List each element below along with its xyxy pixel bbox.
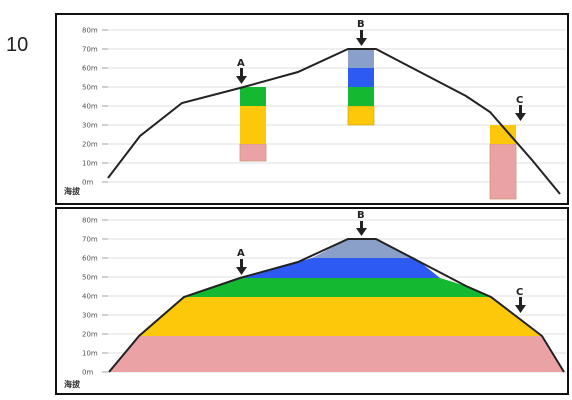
bottom-tick-labels: 80m 70m 60m 50m 40m 30m 20m 10m 0m	[82, 217, 98, 377]
bottom-label-c: C	[516, 287, 523, 298]
mountain-band-20-40	[139, 297, 542, 336]
column-b-band-60-70	[348, 49, 374, 68]
tick-label: 70m	[82, 46, 98, 54]
column-a-band-40-50	[240, 87, 266, 106]
tick-label: 40m	[82, 293, 98, 301]
tick-label: 70m	[82, 236, 98, 244]
column-b-band-50-60	[348, 68, 374, 87]
tick-label: 60m	[82, 255, 98, 263]
arrow-down-icon	[236, 267, 247, 275]
column-c-band-20-40	[490, 125, 516, 144]
bottom-marker-b: B	[356, 210, 367, 236]
tick-label: 20m	[82, 141, 98, 149]
column-b-band-40-50	[348, 87, 374, 106]
top-label-c: C	[516, 95, 523, 106]
tick-label: 80m	[82, 27, 98, 35]
tick-label: 60m	[82, 65, 98, 73]
arrow-down-icon	[236, 76, 247, 84]
arrow-down-icon	[356, 228, 367, 236]
tick-label: 0m	[82, 369, 93, 377]
tick-label: 0m	[82, 179, 93, 187]
mountain-band-40-50	[184, 278, 491, 297]
top-axis-name: 海拔	[64, 186, 81, 196]
bottom-label-a: A	[237, 248, 245, 259]
column-a	[239, 87, 267, 162]
top-label-b: B	[357, 19, 365, 30]
top-tick-labels: 80m 70m 60m 50m 40m 30m 20m 10m 0m	[82, 27, 98, 187]
arrow-down-icon	[356, 38, 367, 46]
tick-label: 50m	[82, 274, 98, 282]
bottom-axis-name: 海拔	[64, 379, 81, 389]
tick-label: 30m	[82, 312, 98, 320]
bottom-marker-a: A	[236, 248, 247, 275]
mountain-band-50-60	[240, 258, 440, 278]
tick-label: 80m	[82, 217, 98, 225]
column-b-band-20-40	[347, 105, 375, 126]
top-label-a: A	[237, 58, 245, 69]
tick-label: 10m	[82, 350, 98, 358]
panel-top: 80m 70m 60m 50m 40m 30m 20m 10m 0m 海拔 A B	[55, 13, 569, 205]
top-marker-c: C	[515, 95, 526, 121]
column-b	[347, 49, 375, 126]
mountain-band-60-70	[312, 239, 415, 258]
bottom-marker-c: C	[515, 287, 526, 313]
tick-label: 40m	[82, 103, 98, 111]
column-a-band-20-40	[240, 106, 266, 144]
arrow-down-icon	[515, 113, 526, 121]
tick-label: 10m	[82, 160, 98, 168]
column-c	[489, 125, 517, 200]
arrow-down-icon	[515, 305, 526, 313]
column-a-band-0-20	[239, 143, 267, 162]
tick-label: 30m	[82, 122, 98, 130]
top-marker-a: A	[236, 58, 247, 84]
panel-top-frame	[55, 13, 569, 205]
top-marker-b: B	[356, 19, 367, 46]
bottom-terrain-profile	[108, 238, 565, 373]
column-c-band-0-20	[489, 143, 517, 200]
panel-bottom: 80m 70m 60m 50m 40m 30m 20m 10m 0m 海拔 A B C	[55, 207, 569, 395]
tick-label: 20m	[82, 331, 98, 339]
bottom-label-b: B	[357, 210, 365, 221]
top-terrain-profile	[107, 48, 561, 195]
tick-label: 50m	[82, 84, 98, 92]
question-number: 10	[6, 34, 29, 56]
mountain-band-0-20	[109, 336, 564, 372]
